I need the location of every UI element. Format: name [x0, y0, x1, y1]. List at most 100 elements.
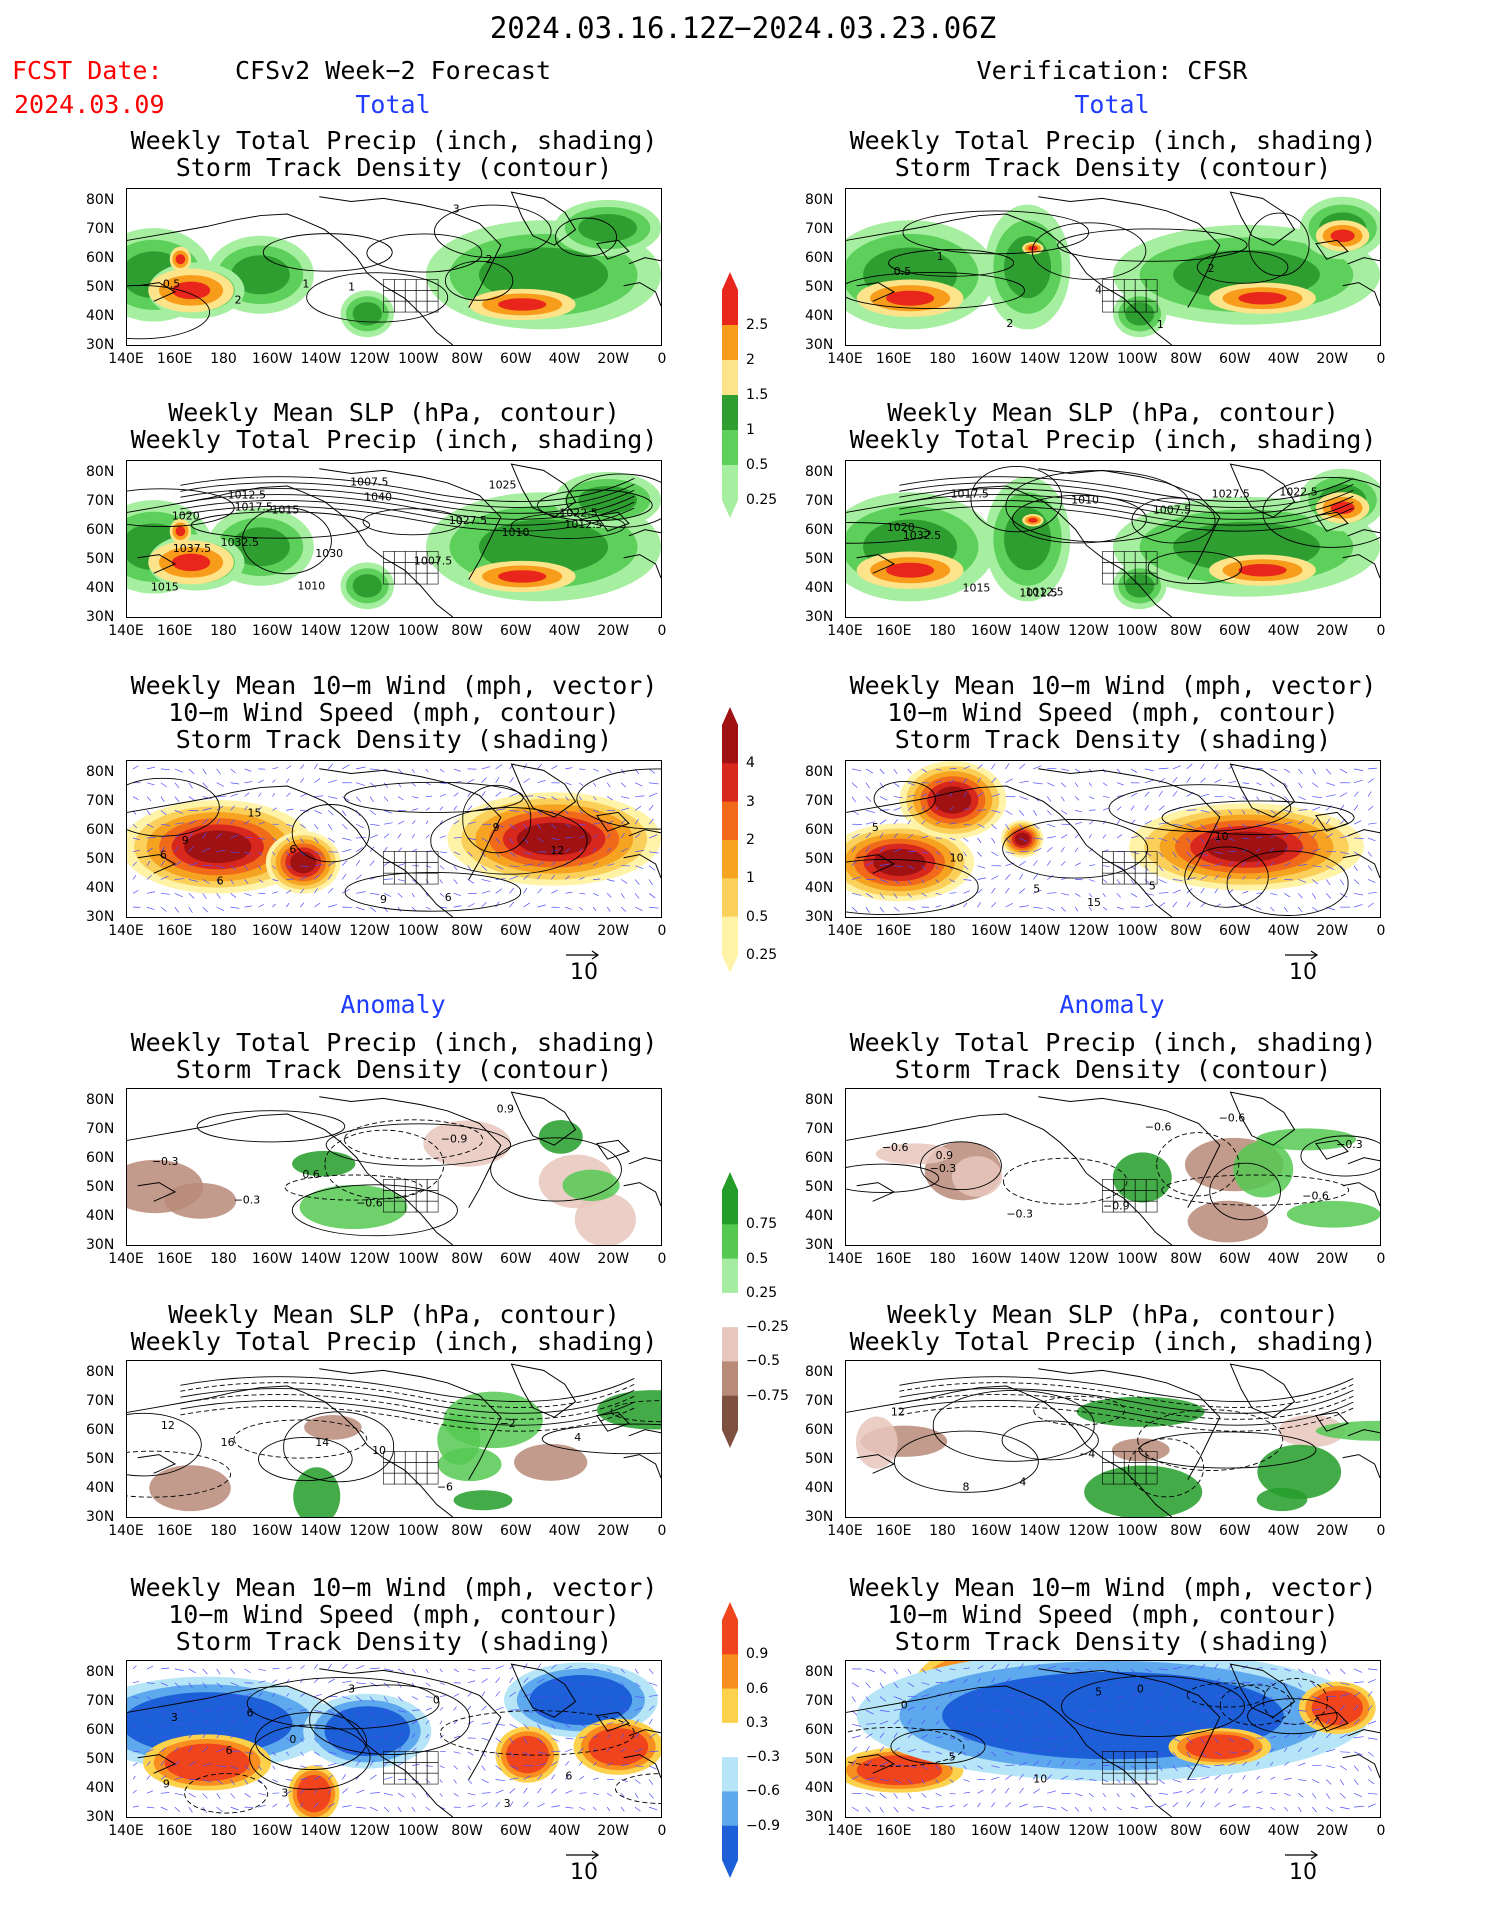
lat-label-70N-r3-c0: 70N	[86, 1121, 115, 1137]
wind-vector-305	[865, 1777, 876, 1780]
lon-label-8-r0-c0: 60W	[499, 351, 532, 367]
wind-vector-208	[1102, 834, 1107, 839]
wind-vector-336	[1298, 879, 1307, 883]
state-border-3-0	[415, 851, 428, 863]
contour-label-5: 1027.5	[1212, 488, 1250, 501]
wind-vector-321	[369, 1774, 377, 1780]
wind-vector-300	[607, 1762, 613, 1766]
wind-vector-101	[481, 791, 486, 797]
wind-vector-45	[949, 779, 955, 784]
wind-vector-288	[1158, 1765, 1163, 1771]
wind-vector-370	[1242, 890, 1249, 894]
track-blob-3-0	[1205, 831, 1288, 863]
lon-label-11-r2-c0: 0	[657, 923, 667, 939]
wind-vector-16	[1075, 1668, 1083, 1672]
wind-vector-195	[921, 1734, 928, 1739]
wind-vector-154	[879, 819, 887, 825]
wind-vector-329	[1200, 875, 1208, 880]
colorbar-precip_total-seg-4	[722, 430, 738, 466]
wind-vector-396	[356, 906, 365, 911]
contour-label-7: 1020	[887, 521, 915, 534]
wind-vector-359	[1088, 1793, 1094, 1798]
wind-vector-155	[893, 819, 898, 825]
wind-vector-32	[1298, 1668, 1304, 1674]
wind-vector-161	[258, 821, 265, 825]
contour-label-3: 1010	[1071, 494, 1099, 507]
wind-vector-237	[977, 1751, 981, 1757]
wind-vector-88	[300, 1692, 306, 1697]
precip-blob-dark-3	[478, 247, 609, 303]
wind-vector-136	[439, 1707, 444, 1711]
wind-vector-363	[425, 1793, 429, 1798]
wind-vector-379	[1368, 892, 1377, 894]
wind-vector-40	[160, 782, 167, 788]
lat-label-80N-r0-c1: 80N	[805, 192, 834, 208]
wind-vector-341	[648, 879, 653, 886]
wind-vector-142	[1242, 810, 1246, 815]
wind-vector-115	[146, 810, 151, 816]
wind-vector-64	[1214, 778, 1222, 784]
wind-vector-122	[963, 1706, 969, 1711]
panel-title-r1-c1-l0: Weekly Mean SLP (hPa, contour)	[887, 398, 1339, 427]
wind-vector-356	[327, 1788, 333, 1794]
wind-vector-283	[369, 860, 375, 866]
wind-vector-128	[328, 1710, 335, 1715]
contour-1	[846, 272, 1025, 309]
wind-vector-344	[160, 1792, 170, 1794]
wind-vector-340	[1353, 1779, 1359, 1786]
wind-vector-8	[963, 765, 971, 770]
wind-vector-375	[593, 892, 599, 897]
state-border-4-2	[426, 572, 439, 585]
wind-vector-93	[1088, 1696, 1094, 1701]
wind-vector-272	[216, 865, 226, 869]
wind-vector-320	[1075, 1777, 1084, 1780]
colorbar-track_anom-label-2: 0.3	[746, 1714, 769, 1731]
lon-label-3-r5-c0: 160W	[251, 1823, 293, 1839]
contour-2	[366, 233, 483, 273]
wind-vector-240	[300, 851, 306, 857]
wind-vector-39	[865, 782, 870, 789]
wind-vector-32	[579, 768, 586, 771]
wind-vector-289	[1172, 865, 1180, 871]
wind-vector-49	[1005, 778, 1013, 784]
wind-vector-113	[1367, 1691, 1373, 1697]
coastline-1	[319, 1368, 502, 1480]
contour-label-3: 15	[1087, 896, 1101, 909]
wind-vector-2	[160, 768, 171, 771]
wind-vector-390	[991, 1802, 996, 1808]
wind-vector-268	[879, 863, 890, 866]
wind-vector-331	[1228, 875, 1232, 880]
wind-vector-266	[132, 1762, 138, 1766]
wind-vector-19	[1116, 768, 1121, 774]
wind-vector-327	[1172, 879, 1183, 881]
map-svg-r3-c1: −0.60.9−0.3−0.9−0.6−0.6−0.6−0.3−0.3	[846, 1091, 1380, 1245]
wind-vector-54	[1074, 782, 1079, 788]
state-border-3-0	[415, 279, 428, 291]
contour-3	[184, 1773, 269, 1814]
panel-title-r4-c1-l1: Weekly Total Precip (inch, shading)	[849, 1327, 1377, 1356]
colorbar-track_total-bottom-arrow	[722, 955, 738, 973]
wind-vector-348	[216, 893, 221, 899]
wind-vector-125	[286, 1707, 292, 1711]
contour-label-6: 4	[574, 1431, 581, 1444]
wind-vector-313	[258, 879, 264, 883]
wind-vector-25	[1200, 763, 1205, 770]
wind-vector-59	[1144, 1681, 1154, 1684]
wind-vector-3	[893, 1668, 899, 1675]
wind-vector-193	[174, 1734, 182, 1739]
precip-hot-red-2	[175, 254, 186, 265]
wind-vector-395	[1061, 1806, 1068, 1812]
wind-vector-251	[453, 1751, 461, 1754]
wind-vector-65	[509, 777, 515, 783]
wind-vector-382	[879, 1806, 884, 1813]
colorbar-precip_anom-top-arrow	[722, 1172, 738, 1190]
lon-label-0-r2-c0: 140E	[108, 923, 144, 939]
wind-vector-40	[879, 782, 885, 789]
wind-vector-121	[230, 1705, 237, 1711]
state-border-4-2	[1145, 300, 1158, 313]
wind-vector-14	[1047, 767, 1057, 770]
wind-vector-108	[579, 1696, 583, 1701]
colorbar-track_total-seg-5	[722, 916, 738, 956]
wind-vector-360	[1102, 893, 1106, 898]
isobar-5	[899, 1405, 1354, 1432]
